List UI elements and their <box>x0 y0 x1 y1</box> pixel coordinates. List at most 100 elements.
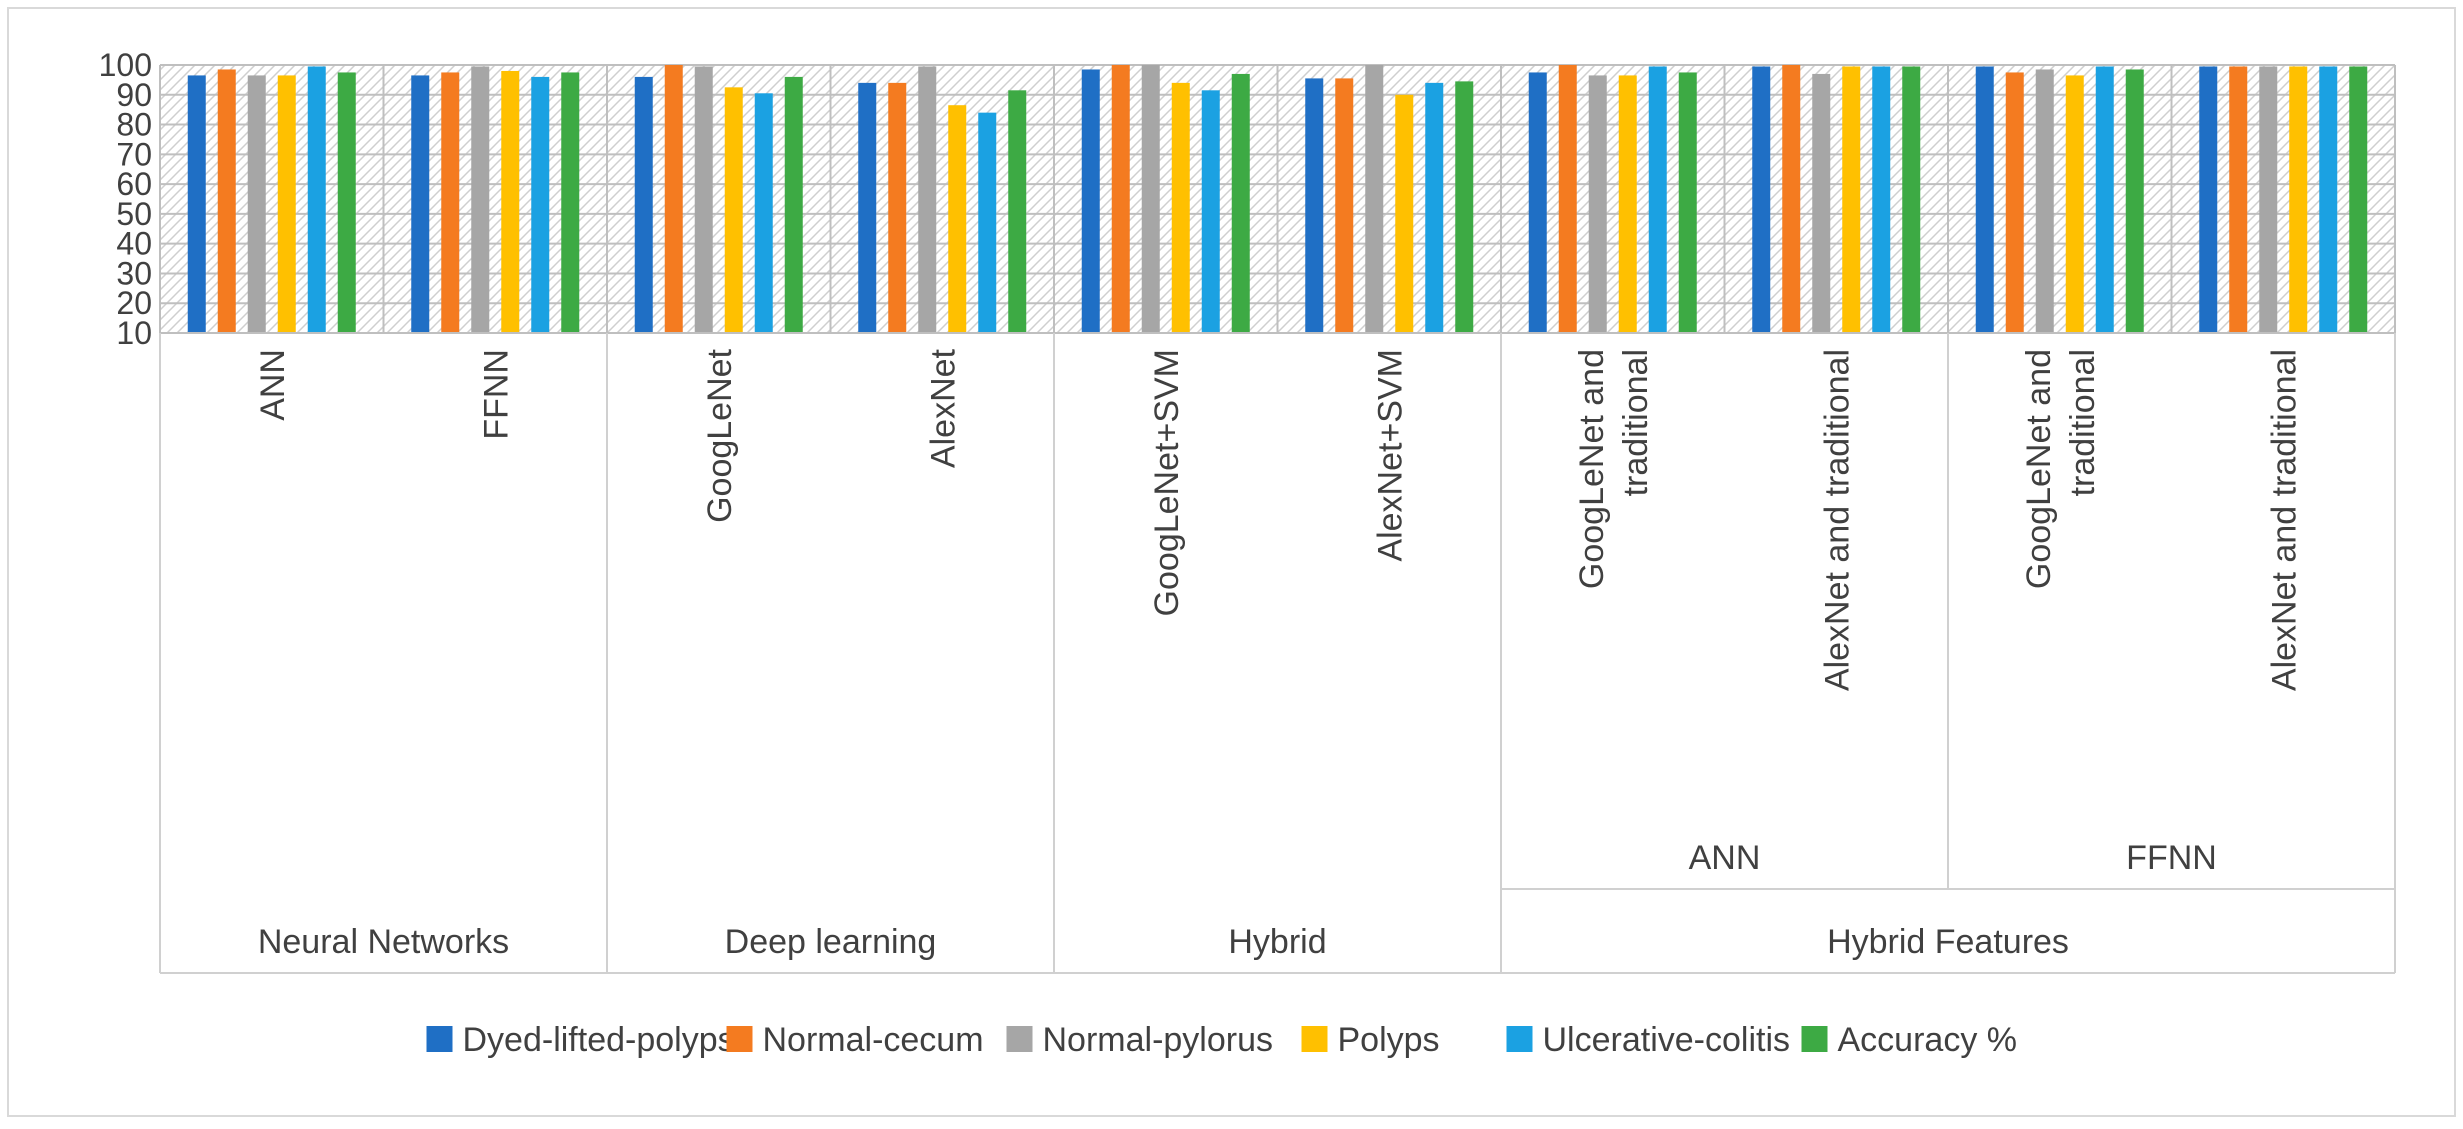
legend-label: Normal-pylorus <box>1043 1021 1274 1059</box>
bar-normal-pylorus-6 <box>1588 75 1607 333</box>
bar-normal-pylorus-9 <box>2259 66 2278 333</box>
bar-polyps-6 <box>1618 75 1637 333</box>
bar-polyps-9 <box>2289 66 2308 333</box>
x-tick-label: AlexNet <box>924 348 962 468</box>
bar-ulcerative-colitis-1 <box>531 76 550 334</box>
bar-polyps-3 <box>948 105 967 333</box>
bar-normal-cecum-4 <box>1111 65 1130 333</box>
legend-label: Polyps <box>1338 1021 1440 1059</box>
bar-dyed-lifted-polyps-9 <box>2199 66 2218 333</box>
subgroup-label: FFNN <box>2126 839 2217 877</box>
bar-polyps-8 <box>2065 75 2084 333</box>
bar-ulcerative-colitis-3 <box>978 112 997 334</box>
bar-accuracy-4 <box>1231 73 1250 333</box>
bar-accuracy-9 <box>2349 66 2368 333</box>
bar-ulcerative-colitis-5 <box>1425 82 1444 333</box>
bar-normal-cecum-2 <box>664 65 683 333</box>
bar-dyed-lifted-polyps-3 <box>858 82 877 333</box>
y-tick-label: 100 <box>99 47 152 83</box>
bar-ulcerative-colitis-6 <box>1648 66 1667 333</box>
y-tick-label: 20 <box>116 285 152 321</box>
x-tick-label: GoogLeNet and traditional <box>1573 349 1655 589</box>
bar-polyps-5 <box>1395 94 1414 334</box>
bar-ulcerative-colitis-9 <box>2319 66 2338 333</box>
bar-accuracy-2 <box>784 76 803 334</box>
x-tick-label: AlexNet+SVM <box>1371 349 1409 562</box>
group-label: Deep learning <box>725 923 937 961</box>
legend-label: Accuracy % <box>1838 1021 2018 1059</box>
bar-accuracy-6 <box>1678 72 1697 333</box>
y-tick-label: 60 <box>116 166 152 202</box>
bar-normal-cecum-8 <box>2005 72 2024 333</box>
legend-label: Dyed-lifted-polyps <box>463 1021 735 1059</box>
bar-polyps-7 <box>1842 66 1861 333</box>
bar-dyed-lifted-polyps-2 <box>634 76 653 334</box>
bar-accuracy-7 <box>1902 66 1921 333</box>
legend-swatch <box>1006 1026 1033 1052</box>
bar-normal-cecum-0 <box>217 69 236 333</box>
bar-normal-pylorus-3 <box>918 66 937 333</box>
bar-dyed-lifted-polyps-1 <box>411 75 430 333</box>
bar-accuracy-3 <box>1008 90 1027 333</box>
legend-swatch <box>426 1026 453 1052</box>
y-tick-label: 10 <box>116 315 152 351</box>
legend-label: Normal-cecum <box>763 1021 984 1059</box>
bar-normal-pylorus-4 <box>1141 65 1160 333</box>
subgroup-label: ANN <box>1689 839 1761 877</box>
bar-polyps-4 <box>1171 82 1190 333</box>
bar-normal-cecum-9 <box>2229 66 2248 333</box>
x-tick-label: FFNN <box>477 349 515 440</box>
bar-ulcerative-colitis-0 <box>307 66 326 333</box>
bar-ulcerative-colitis-2 <box>754 93 773 334</box>
group-label: Hybrid <box>1228 923 1326 961</box>
x-tick-label: ANN <box>254 349 292 421</box>
bar-normal-cecum-5 <box>1335 78 1354 334</box>
x-tick-label: GoogLeNet+SVM <box>1148 349 1186 616</box>
y-tick-label: 80 <box>116 107 152 143</box>
legend-swatch <box>1801 1026 1828 1052</box>
x-tick-label: GoogLeNet <box>701 348 739 522</box>
bar-normal-pylorus-5 <box>1365 65 1384 333</box>
bar-normal-pylorus-2 <box>694 66 713 333</box>
bar-dyed-lifted-polyps-4 <box>1081 69 1100 333</box>
bar-ulcerative-colitis-8 <box>2095 66 2114 333</box>
x-tick-label: GoogLeNet and traditional <box>2020 349 2102 589</box>
bar-normal-cecum-3 <box>888 82 907 333</box>
bar-dyed-lifted-polyps-6 <box>1528 72 1547 333</box>
bar-dyed-lifted-polyps-8 <box>1975 66 1994 333</box>
bar-polyps-1 <box>501 70 520 333</box>
bar-accuracy-5 <box>1455 81 1474 333</box>
bar-accuracy-1 <box>561 72 580 333</box>
legend-swatch <box>1301 1026 1328 1052</box>
legend-swatch <box>726 1026 753 1052</box>
y-tick-label: 40 <box>116 226 152 262</box>
bar-normal-pylorus-8 <box>2035 69 2054 333</box>
legend-label: Ulcerative-colitis <box>1543 1021 1791 1059</box>
bar-accuracy-0 <box>337 72 356 333</box>
bar-polyps-0 <box>277 75 296 333</box>
bar-normal-cecum-6 <box>1558 65 1577 333</box>
bar-dyed-lifted-polyps-5 <box>1305 78 1324 334</box>
bar-dyed-lifted-polyps-0 <box>187 75 206 333</box>
bar-normal-pylorus-1 <box>471 66 490 333</box>
bar-accuracy-8 <box>2125 69 2144 333</box>
y-tick-label: 90 <box>116 77 152 113</box>
y-tick-label: 70 <box>116 136 152 172</box>
legend-swatch <box>1506 1026 1533 1052</box>
group-label: Neural Networks <box>258 923 509 961</box>
bar-normal-pylorus-0 <box>247 75 266 333</box>
bar-normal-cecum-7 <box>1782 65 1801 333</box>
y-tick-label: 30 <box>116 255 152 291</box>
bar-normal-cecum-1 <box>441 72 460 333</box>
bar-ulcerative-colitis-7 <box>1872 66 1891 333</box>
bar-normal-pylorus-7 <box>1812 73 1831 333</box>
bar-ulcerative-colitis-4 <box>1201 90 1220 333</box>
group-label: Hybrid Features <box>1827 923 2069 961</box>
bar-polyps-2 <box>724 87 743 333</box>
bar-dyed-lifted-polyps-7 <box>1752 66 1771 333</box>
y-tick-label: 50 <box>116 196 152 232</box>
x-tick-label: AlexNet and traditional <box>1818 349 1856 691</box>
x-tick-label: AlexNet and traditional <box>2265 349 2303 691</box>
